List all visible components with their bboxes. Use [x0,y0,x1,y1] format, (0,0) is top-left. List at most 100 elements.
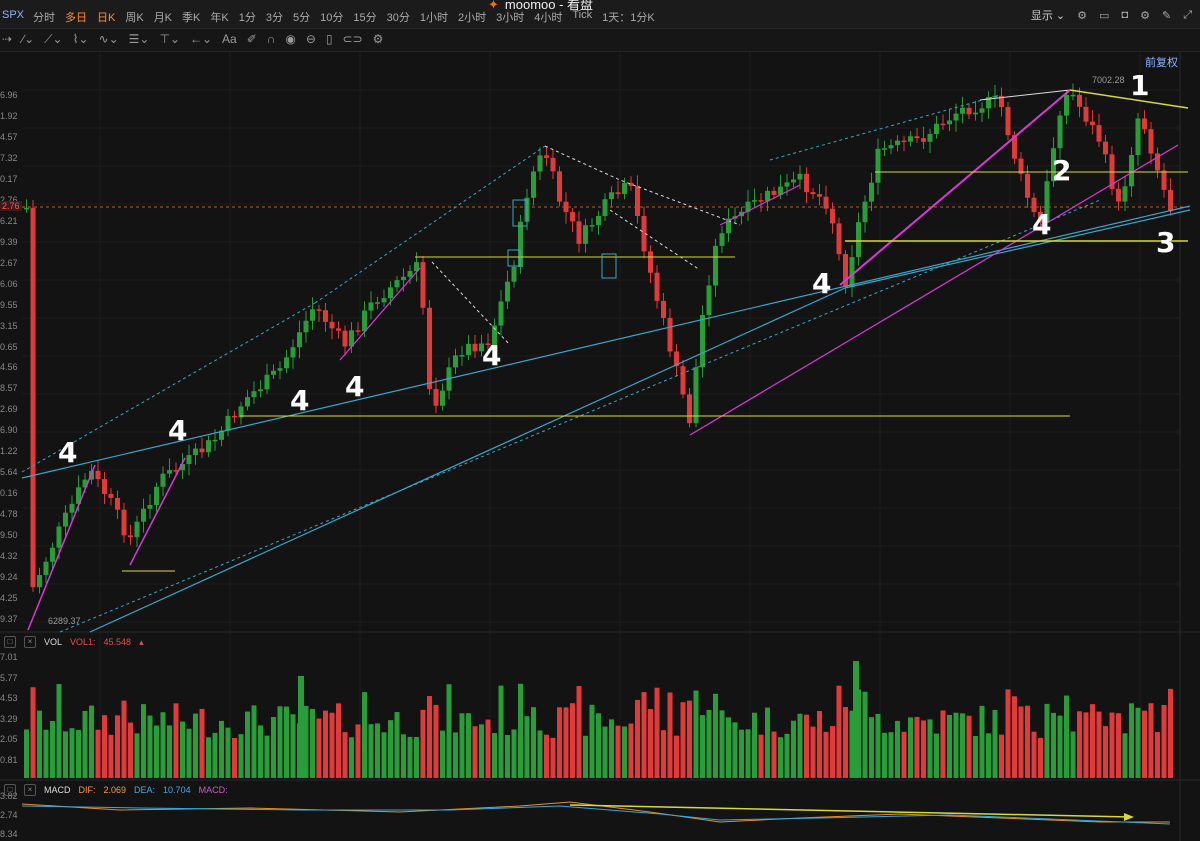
volume-bar [43,729,49,778]
volume-bar [277,706,283,778]
camera-icon[interactable]: ◘ [1121,9,1129,21]
line-tool-icon[interactable]: ∕⌄ [22,32,35,46]
tab-10[interactable]: 10分 [320,12,344,24]
display-dropdown[interactable]: 显示 ⌄ [1030,10,1066,22]
tab-3[interactable]: 周K [125,12,144,24]
lock-icon[interactable]: ⊖ [305,32,316,46]
tab-5[interactable]: 季K [182,12,201,24]
tab-2[interactable]: 日K [97,12,116,24]
tab-7[interactable]: 1分 [238,12,256,24]
tab-15[interactable]: 3小时 [496,12,525,24]
candle-body [199,448,205,453]
candle-body [505,281,510,302]
volume-bar [563,707,569,778]
volume-bar [1161,704,1167,778]
candle-body [388,287,393,299]
price-axis-label: 9.55 [0,299,18,310]
tab-6[interactable]: 年K [210,12,229,24]
volume-bar [654,687,660,778]
volume-bar [180,721,185,778]
tab-14[interactable]: 2小时 [457,12,487,24]
tab-1[interactable]: 多日 [65,12,87,24]
close-icon[interactable]: × [24,784,36,796]
cursor-icon[interactable]: ⇢ [2,32,13,46]
volume-bar [1155,731,1160,778]
candle-body [440,390,445,406]
tab-9[interactable]: 5分 [292,12,311,24]
tab-11[interactable]: 15分 [353,12,377,24]
tab-17[interactable]: Tick [572,9,593,21]
candle-body [485,343,491,346]
candle-body [394,280,400,288]
symbol-label[interactable]: SPX [2,9,25,21]
candle-body [654,272,660,301]
volume-bar [219,720,224,778]
tab-0[interactable]: 分时 [33,12,55,24]
candle-body [498,301,504,326]
trash-icon[interactable]: ▯ [325,32,333,46]
measure-tool-icon[interactable]: ⊤⌄ [159,32,180,46]
candle-body [947,120,952,125]
price-axis-label: 0.17 [0,173,18,184]
price-adjust-toggle[interactable]: 前复权 [1145,57,1178,69]
close-icon[interactable]: × [24,636,36,648]
volume-bar [680,702,686,778]
annotation-label: 1 [1130,69,1149,102]
volume-bar [817,711,822,778]
dea-value: 10.704 [163,785,191,795]
link-icon[interactable]: ⊂⊃ [342,32,363,46]
candle-body [615,192,621,195]
collapse-icon[interactable]: □ [4,636,16,648]
eye-icon[interactable]: ◉ [285,32,296,46]
collapse-icon[interactable]: □ [4,784,16,796]
volume-bar [511,729,517,778]
volume-bar [771,731,777,778]
tab-4[interactable]: 月K [153,12,173,24]
candle-body [518,221,523,268]
brush-icon[interactable]: ✐ [246,32,257,46]
volume-bar [1122,733,1128,778]
candle-body [719,233,725,246]
tab-12[interactable]: 30分 [386,12,410,24]
volume-bar [37,710,42,778]
candle-body [342,330,348,347]
volume-bar [342,732,348,778]
volume-bar [102,715,107,778]
ray-tool-icon[interactable]: ⟋⌄ [44,32,63,46]
pen-icon[interactable]: ✎ [1161,9,1172,22]
candle-body [459,355,465,357]
candle-body [823,196,829,209]
volume-bar [298,676,304,778]
pattern-tool-icon[interactable]: ⌇⌄ [72,32,89,46]
text-tool-icon[interactable]: Aa [222,32,237,46]
gear-icon[interactable]: ⚙ [1140,9,1150,22]
candle-body [375,302,380,304]
wave-tool-icon[interactable]: ∿⌄ [98,32,119,46]
dea-line [21,805,1171,825]
tab-8[interactable]: 3分 [265,12,283,24]
fib-tool-icon[interactable]: ☰⌄ [128,32,150,46]
expand-icon[interactable]: ⤢ [1183,8,1192,21]
vol-value: 45.548 [103,637,132,647]
gear-tool-icon[interactable]: ⚙ [372,32,384,46]
candle-body [901,140,907,143]
window-icon[interactable]: ▭ [1099,9,1110,22]
magnet-icon[interactable]: ∩ [266,32,276,46]
volume-bar [479,724,484,778]
tab-16[interactable]: 4小时 [534,12,563,24]
candle-body [173,470,179,472]
volume-bar [316,718,322,778]
candle-body [927,133,933,142]
tab-13[interactable]: 1小时 [419,12,448,24]
price-axis-label: 5.64 [0,467,18,478]
candle-body [1161,170,1167,190]
settings-icon[interactable]: ⚙ [1077,9,1088,22]
arrow-tool-icon[interactable]: ←⌄ [189,32,213,46]
candle-highlight [512,199,528,227]
candle-body [1148,129,1154,154]
price-axis-label: 6.06 [0,278,18,289]
macd-axis-label: 8.34 [0,829,18,839]
tab-18[interactable]: 1天：1分K [602,12,655,24]
candle-body [1070,94,1076,97]
